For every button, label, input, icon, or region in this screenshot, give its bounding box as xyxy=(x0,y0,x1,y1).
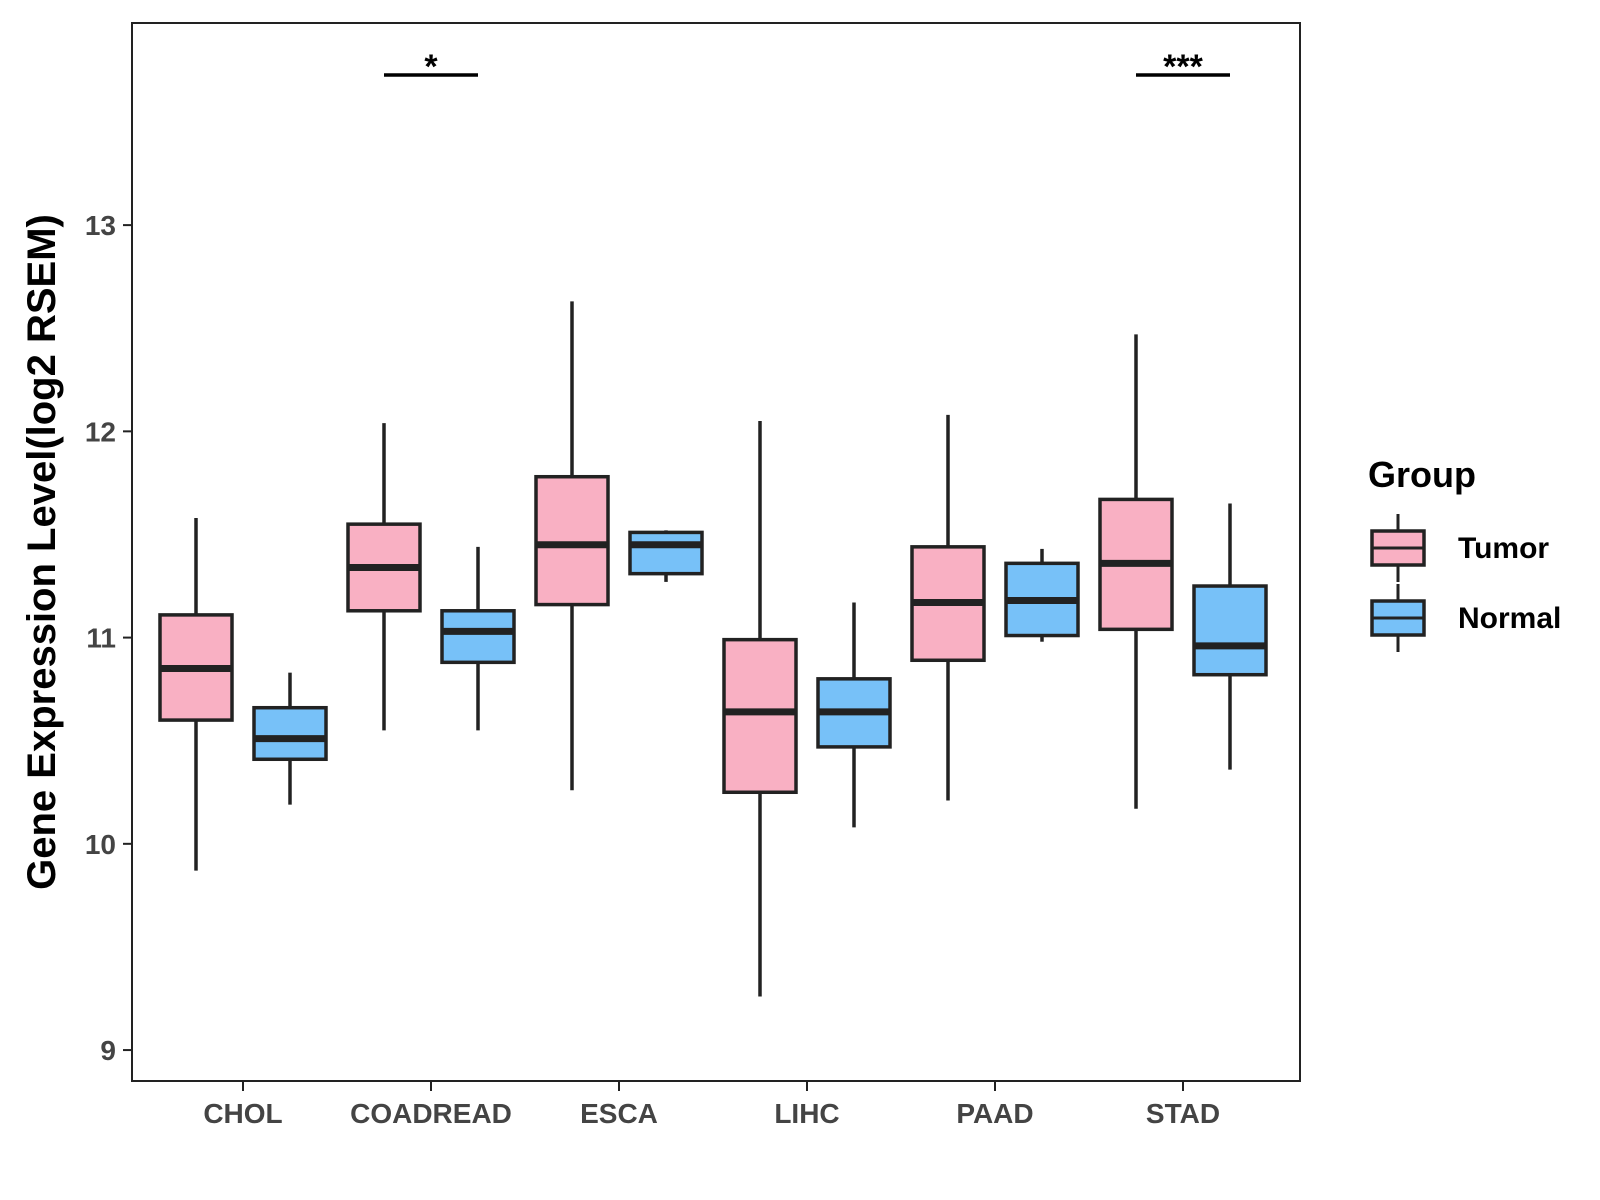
x-tick-label-coadread: COADREAD xyxy=(350,1098,512,1129)
axis-layer: 9 10 11 12 13 CHOL COADREAD ESCA LIHC PAAD STAD xyxy=(85,210,1220,1129)
y-tick-label-13: 13 xyxy=(85,210,116,241)
y-axis-title: Gene Expression Level(log2 RSEM) xyxy=(20,214,64,890)
x-tick-label-stad: STAD xyxy=(1146,1098,1220,1129)
legend-label-tumor: Tumor xyxy=(1458,532,1549,565)
plot-layer: * *** xyxy=(158,48,1268,997)
y-tick-label-11: 11 xyxy=(86,623,116,654)
box-normal-chol xyxy=(252,705,328,762)
significance-label-stad: *** xyxy=(1163,48,1203,86)
y-tick-label-12: 12 xyxy=(85,416,116,447)
box-normal-coadread xyxy=(440,609,516,665)
legend-item-tumor: Tumor xyxy=(1370,514,1549,582)
legend-title: Group xyxy=(1368,454,1476,495)
legend: Group Tumor Normal xyxy=(1368,454,1561,652)
x-tick-label-paad: PAAD xyxy=(956,1098,1033,1129)
box-normal-stad xyxy=(1192,584,1268,677)
box-tumor-lihc xyxy=(722,637,798,795)
y-tick-label-9: 9 xyxy=(100,1035,116,1066)
box-normal-esca xyxy=(628,530,704,576)
x-tick-label-lihc: LIHC xyxy=(774,1098,839,1129)
legend-key-tumor xyxy=(1370,514,1426,582)
box-tumor-esca xyxy=(534,474,610,607)
legend-item-normal: Normal xyxy=(1370,584,1561,652)
legend-label-normal: Normal xyxy=(1458,602,1561,635)
y-tick-label-10: 10 xyxy=(85,829,116,860)
legend-key-normal xyxy=(1370,584,1426,652)
x-tick-label-chol: CHOL xyxy=(203,1098,282,1129)
x-tick-label-esca: ESCA xyxy=(580,1098,658,1129)
significance-label-coadread: * xyxy=(424,48,438,86)
